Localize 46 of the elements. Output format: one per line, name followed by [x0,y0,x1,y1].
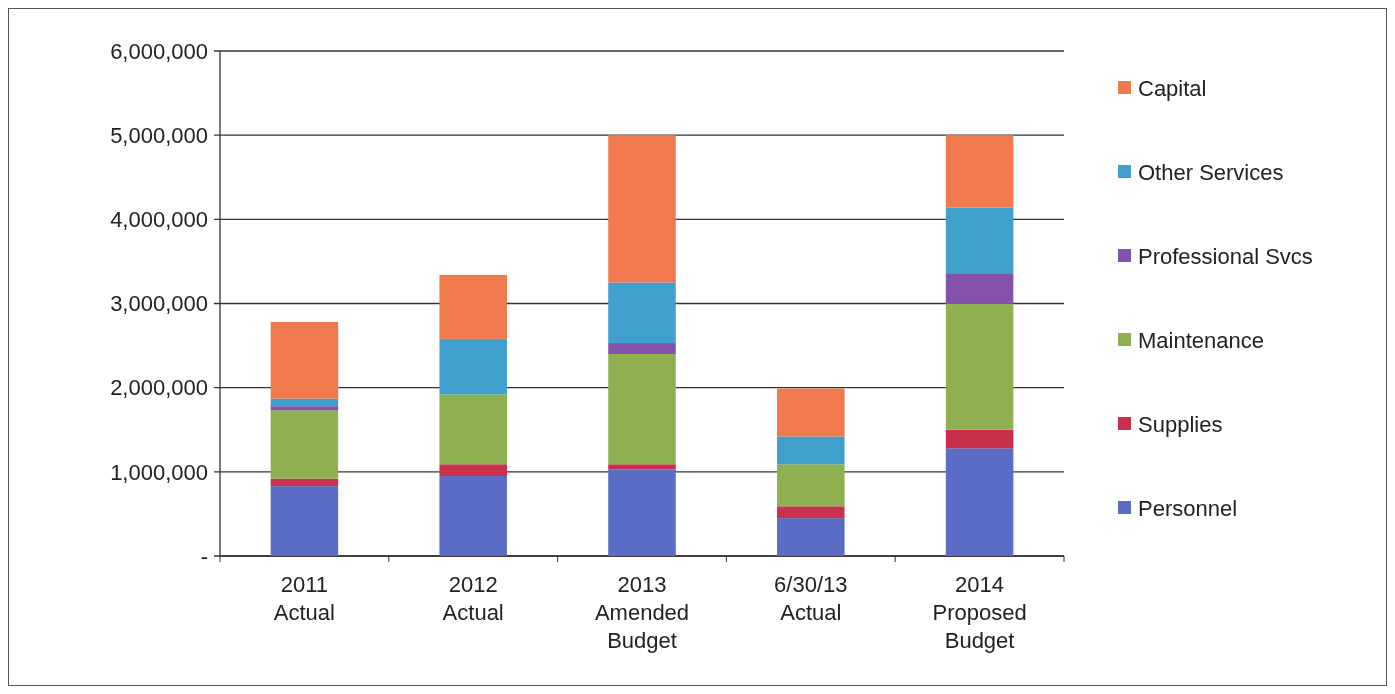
bar [270,486,339,556]
bar [945,135,1014,208]
x-tick-label: 6/30/13 Actual [774,572,848,625]
bar [608,135,676,283]
bar [270,410,339,479]
bar [777,506,845,519]
bar [945,448,1014,556]
bar [777,388,845,437]
bar [945,273,1014,304]
bar [270,406,339,411]
legend-label: Maintenance [1138,327,1264,353]
bar [439,464,507,477]
x-tick-label: 2013 Amended Budget [594,572,690,653]
bar [270,322,339,399]
bar [439,338,507,395]
y-tick-label: 1,000,000 [110,459,208,485]
bar [439,394,507,465]
x-tick-label: 2012 Actual [442,572,504,625]
bar [608,469,676,556]
y-tick-label: 3,000,000 [110,291,208,317]
bar [439,476,507,556]
y-tick-label: 4,000,000 [110,207,208,233]
legend-label: Supplies [1138,411,1223,437]
y-tick-label: 5,000,000 [110,122,208,148]
bar [945,303,1014,430]
bar [608,343,676,354]
bar [270,398,339,407]
legend-label: Capital [1138,75,1207,101]
bar [777,436,845,465]
bar [608,464,676,470]
x-tick-label: 2011 Actual [273,572,335,625]
bar [777,518,845,556]
bar [777,464,845,507]
x-tick-label: 2014 Proposed Budget [932,572,1027,653]
bar [608,354,676,465]
legend-label: Professional Svcs [1138,243,1313,269]
y-tick-label: 2,000,000 [110,375,208,401]
bar [945,429,1014,449]
bar [270,478,339,487]
legend-label: Personnel [1138,495,1238,521]
legend-label: Other Services [1138,159,1284,185]
bar [439,274,507,339]
y-tick-label: - [200,543,208,569]
y-tick-label: 6,000,000 [110,38,208,64]
bar [608,282,676,344]
bar [945,207,1014,274]
